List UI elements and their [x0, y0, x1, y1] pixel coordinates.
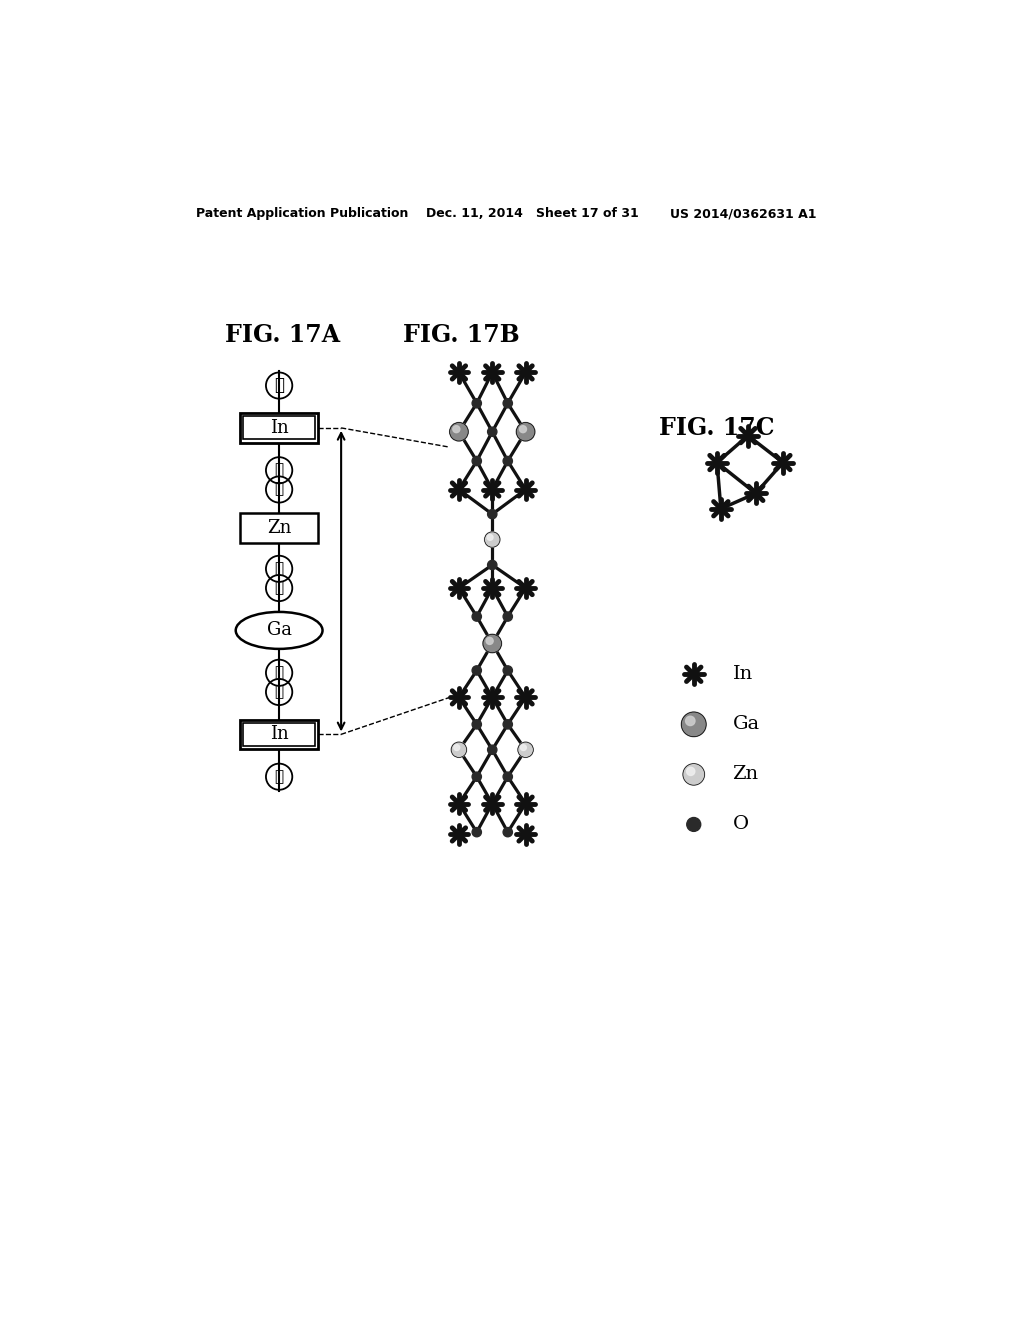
Text: ③: ③	[274, 378, 284, 395]
Text: Dec. 11, 2014   Sheet 17 of 31: Dec. 11, 2014 Sheet 17 of 31	[426, 207, 639, 220]
FancyBboxPatch shape	[244, 723, 314, 746]
Text: FIG. 17C: FIG. 17C	[659, 416, 775, 440]
Circle shape	[685, 717, 695, 726]
FancyBboxPatch shape	[241, 719, 317, 748]
Text: In: In	[732, 665, 753, 684]
Text: ①: ①	[274, 581, 284, 595]
Circle shape	[487, 535, 493, 540]
Circle shape	[516, 422, 535, 441]
Circle shape	[472, 457, 481, 466]
Circle shape	[472, 399, 481, 408]
Circle shape	[687, 817, 700, 832]
Circle shape	[472, 612, 481, 622]
Text: Ga: Ga	[732, 715, 760, 734]
Circle shape	[681, 711, 707, 737]
Circle shape	[453, 425, 460, 433]
Text: ③: ③	[274, 685, 284, 700]
Circle shape	[472, 828, 481, 837]
Text: ③: ③	[274, 463, 284, 478]
Circle shape	[503, 665, 512, 675]
Circle shape	[503, 772, 512, 781]
Circle shape	[450, 422, 468, 441]
Text: In: In	[269, 418, 289, 437]
Circle shape	[484, 532, 500, 548]
Circle shape	[472, 719, 481, 729]
Circle shape	[503, 828, 512, 837]
FancyBboxPatch shape	[244, 416, 314, 440]
Text: O: O	[732, 816, 749, 833]
Circle shape	[503, 612, 512, 622]
Ellipse shape	[236, 612, 323, 649]
Text: Zn: Zn	[267, 519, 291, 537]
Circle shape	[487, 560, 497, 570]
Text: ③: ③	[274, 770, 284, 784]
FancyBboxPatch shape	[241, 513, 317, 543]
Circle shape	[454, 744, 460, 751]
Circle shape	[518, 742, 534, 758]
Circle shape	[503, 399, 512, 408]
Text: ③: ③	[274, 562, 284, 576]
Circle shape	[472, 772, 481, 781]
Circle shape	[487, 510, 497, 519]
Circle shape	[519, 425, 526, 433]
Circle shape	[483, 635, 502, 653]
Text: US 2014/0362631 A1: US 2014/0362631 A1	[671, 207, 817, 220]
Text: ①: ①	[274, 665, 284, 680]
Text: FIG. 17B: FIG. 17B	[402, 323, 519, 347]
Circle shape	[487, 428, 497, 437]
Text: Zn: Zn	[732, 766, 759, 783]
Circle shape	[683, 763, 705, 785]
Text: FIG. 17A: FIG. 17A	[225, 323, 341, 347]
Text: ①: ①	[274, 483, 284, 496]
Circle shape	[472, 665, 481, 675]
Circle shape	[452, 742, 467, 758]
FancyBboxPatch shape	[241, 413, 317, 442]
Circle shape	[520, 744, 526, 751]
Text: In: In	[269, 726, 289, 743]
Circle shape	[686, 767, 695, 775]
Text: Patent Application Publication: Patent Application Publication	[197, 207, 409, 220]
Circle shape	[503, 719, 512, 729]
Circle shape	[486, 638, 494, 644]
Circle shape	[503, 457, 512, 466]
Circle shape	[487, 744, 497, 755]
Text: Ga: Ga	[266, 622, 292, 639]
